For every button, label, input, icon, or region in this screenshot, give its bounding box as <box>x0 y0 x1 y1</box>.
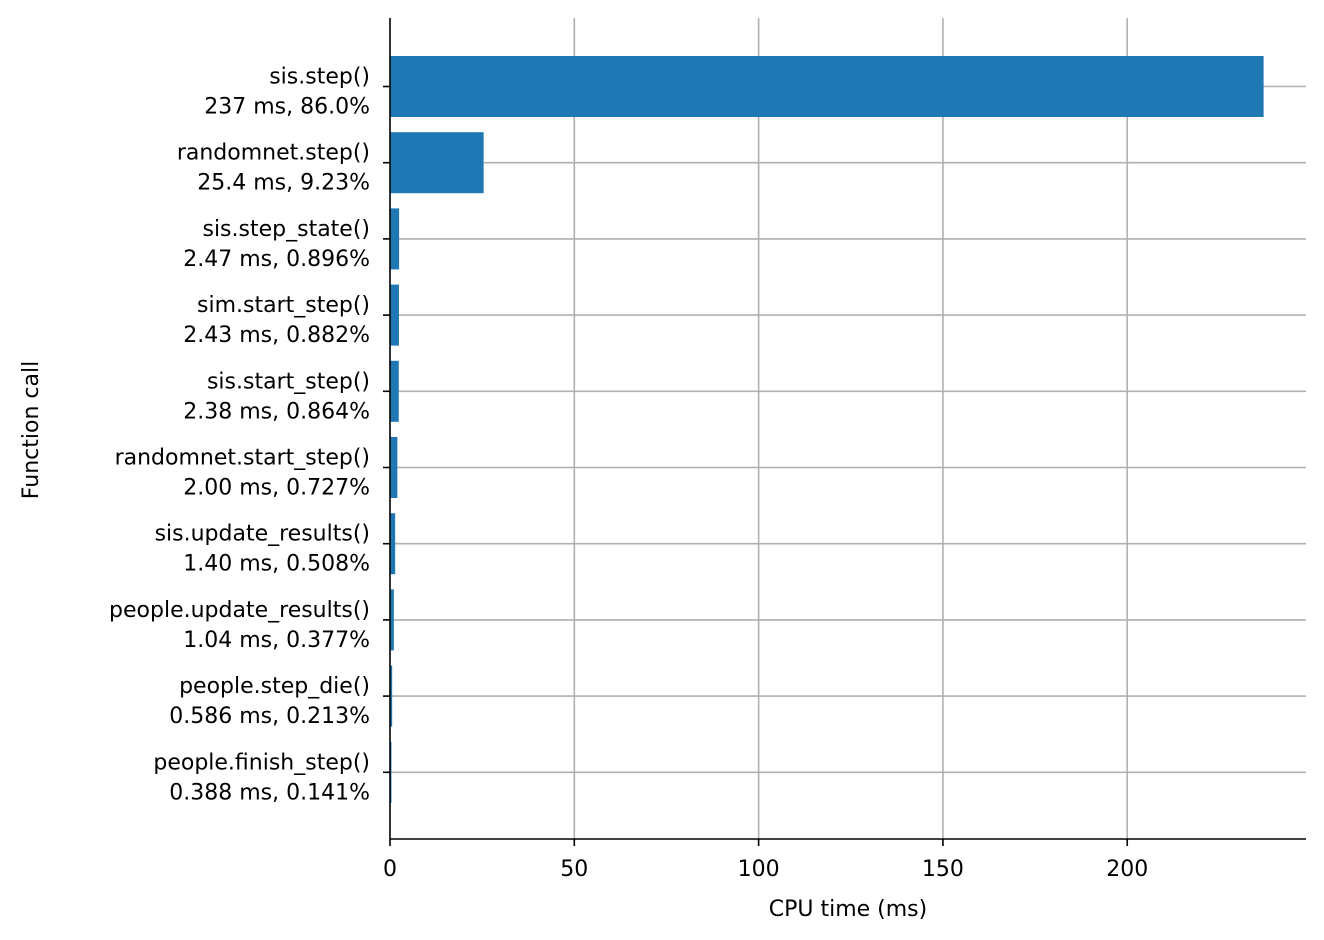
y-tick-label-value: 2.00 ms, 0.727% <box>183 476 370 501</box>
y-tick-label-value: 2.43 ms, 0.882% <box>183 323 370 348</box>
y-tick-label-name: sim.start_step() <box>197 293 370 318</box>
bar <box>390 437 398 498</box>
y-tick-label-value: 237 ms, 86.0% <box>204 95 370 120</box>
x-tick-label: 150 <box>922 857 964 882</box>
bar <box>390 208 400 270</box>
x-tick-label: 200 <box>1106 857 1148 882</box>
grid-layer <box>390 18 1306 839</box>
x-tick-label: 50 <box>560 857 588 882</box>
y-tick-label-name: randomnet.start_step() <box>115 446 370 471</box>
x-axis-ticks: 0 50 100 150 200 <box>383 839 1148 882</box>
x-axis-label: CPU time (ms) <box>769 897 927 922</box>
bar <box>390 56 1264 117</box>
y-axis-label: Function call <box>19 361 44 499</box>
y-tick-label-value: 1.40 ms, 0.508% <box>183 552 370 577</box>
y-tick-label-name: people.step_die() <box>179 674 370 699</box>
x-tick-label: 100 <box>738 857 780 882</box>
y-tick-label-name: people.update_results() <box>109 598 370 623</box>
y-tick-label-name: sis.update_results() <box>155 522 370 547</box>
y-tick-label-value: 2.38 ms, 0.864% <box>183 399 370 424</box>
bar <box>390 589 394 651</box>
axes-spines <box>389 18 1306 840</box>
y-axis-ticks: sis.step() 237 ms, 86.0% randomnet.step() 2… <box>109 65 390 805</box>
y-tick-label-value: 0.388 ms, 0.141% <box>169 780 370 805</box>
bar <box>390 665 393 727</box>
y-tick-label-value: 2.47 ms, 0.896% <box>183 247 370 272</box>
bar-layer <box>390 56 1264 803</box>
y-tick-label-value: 25.4 ms, 9.23% <box>197 171 370 196</box>
y-tick-label-value: 0.586 ms, 0.213% <box>169 704 370 729</box>
y-tick-label-value: 1.04 ms, 0.377% <box>183 628 370 653</box>
bar <box>390 132 484 194</box>
y-tick-label-name: people.finish_step() <box>153 750 370 775</box>
bar <box>390 360 399 422</box>
y-tick-label-name: randomnet.step() <box>177 141 370 166</box>
y-tick-label-name: sis.start_step() <box>207 369 370 394</box>
y-tick-label-name: sis.step() <box>269 65 370 90</box>
bar <box>390 513 396 575</box>
y-tick-label-name: sis.step_state() <box>202 217 370 242</box>
x-tick-label: 0 <box>383 857 397 882</box>
bar <box>390 284 399 346</box>
